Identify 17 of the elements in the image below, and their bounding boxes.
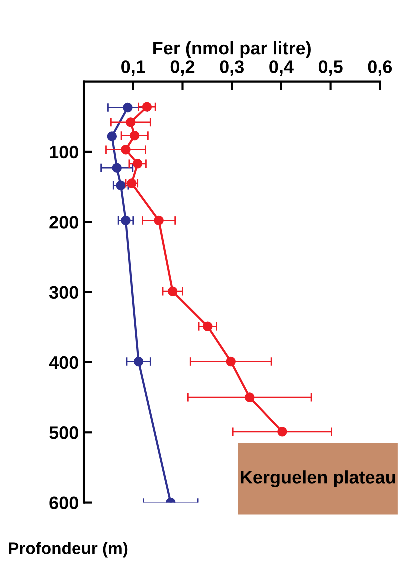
y-tick-label: 500 xyxy=(50,426,78,440)
x-tick-label: 0,4 xyxy=(270,60,294,76)
y-tick-label: 300 xyxy=(49,286,78,300)
point xyxy=(142,102,152,112)
annotation: Kerguelen plateau xyxy=(241,470,396,488)
y-tick-label: 400 xyxy=(49,356,78,370)
x-tick-label: 0,5 xyxy=(318,60,343,76)
point xyxy=(107,132,118,142)
x-tick-label: 0,3 xyxy=(220,60,244,76)
y-tick-label: 200 xyxy=(50,216,78,229)
y-tick-label: 600 xyxy=(50,496,78,510)
x-axis-title: Fer (nmol par litre) xyxy=(154,41,311,58)
y-tick-label: 100 xyxy=(50,146,78,159)
x-tick-label: 0,1 xyxy=(122,60,146,76)
x-tick-label: 0,6 xyxy=(368,60,392,76)
x-tick-label: 0,2 xyxy=(170,60,195,76)
y-axis-title: Profondeur (m) xyxy=(9,542,128,558)
